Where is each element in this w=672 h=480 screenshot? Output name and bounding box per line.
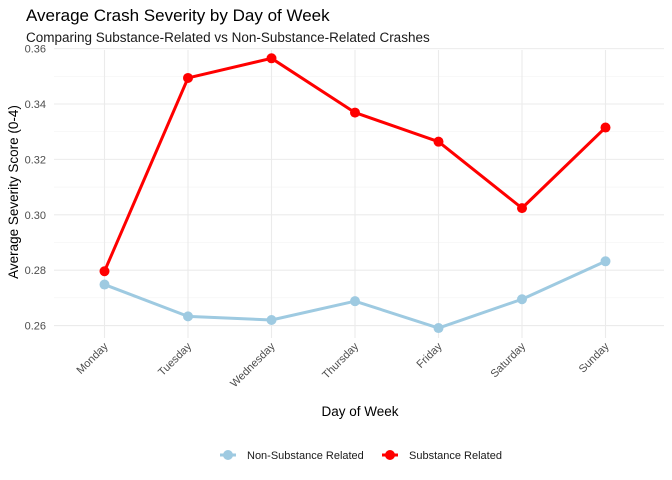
x-tick-label: Wednesday [228, 340, 278, 390]
y-axis-title: Average Severity Score (0-4) [6, 105, 21, 279]
data-point [350, 107, 360, 118]
x-tick-label: Tuesday [156, 340, 194, 378]
data-point [600, 256, 611, 267]
legend-key-point [223, 450, 233, 460]
grid-lines [54, 48, 664, 338]
x-tick-label: Friday [415, 340, 445, 370]
data-point [183, 311, 193, 322]
data-point [99, 266, 110, 277]
data-point [266, 53, 277, 64]
y-tick-label: 0.34 [25, 99, 46, 111]
x-axis-ticks: Monday Tuesday Wednesday Thursday Friday Satu… [74, 340, 612, 390]
legend: Non-Substance Related Substance Related [220, 450, 502, 462]
y-tick-label: 0.36 [25, 44, 46, 56]
chart-title: Average Crash Severity by Day of Week [26, 6, 330, 25]
data-point [517, 203, 527, 214]
data-point [183, 72, 193, 83]
y-tick-label: 0.28 [25, 265, 46, 277]
data-point [433, 323, 444, 334]
x-tick-label: Monday [74, 340, 111, 377]
x-axis-title: Day of Week [321, 404, 398, 419]
legend-key-point [385, 450, 395, 460]
chart-subtitle: Comparing Substance-Related vs Non-Subst… [26, 30, 430, 45]
x-tick-label: Saturday [489, 340, 529, 380]
data-point [433, 136, 444, 147]
data-point [350, 296, 360, 307]
data-point [266, 315, 277, 325]
x-tick-label: Sunday [577, 340, 612, 375]
x-tick-label: Thursday [320, 340, 361, 381]
legend-label: Non-Substance Related [247, 450, 364, 462]
y-tick-label: 0.32 [25, 154, 46, 166]
data-point [600, 122, 611, 133]
data-point [517, 294, 527, 305]
data-point [99, 279, 110, 290]
legend-label: Substance Related [409, 450, 502, 462]
y-tick-label: 0.30 [25, 210, 46, 222]
y-axis-ticks: 0.26 0.28 0.30 0.32 0.34 0.36 [25, 44, 46, 333]
y-tick-label: 0.26 [25, 321, 46, 333]
series-group [99, 53, 611, 334]
